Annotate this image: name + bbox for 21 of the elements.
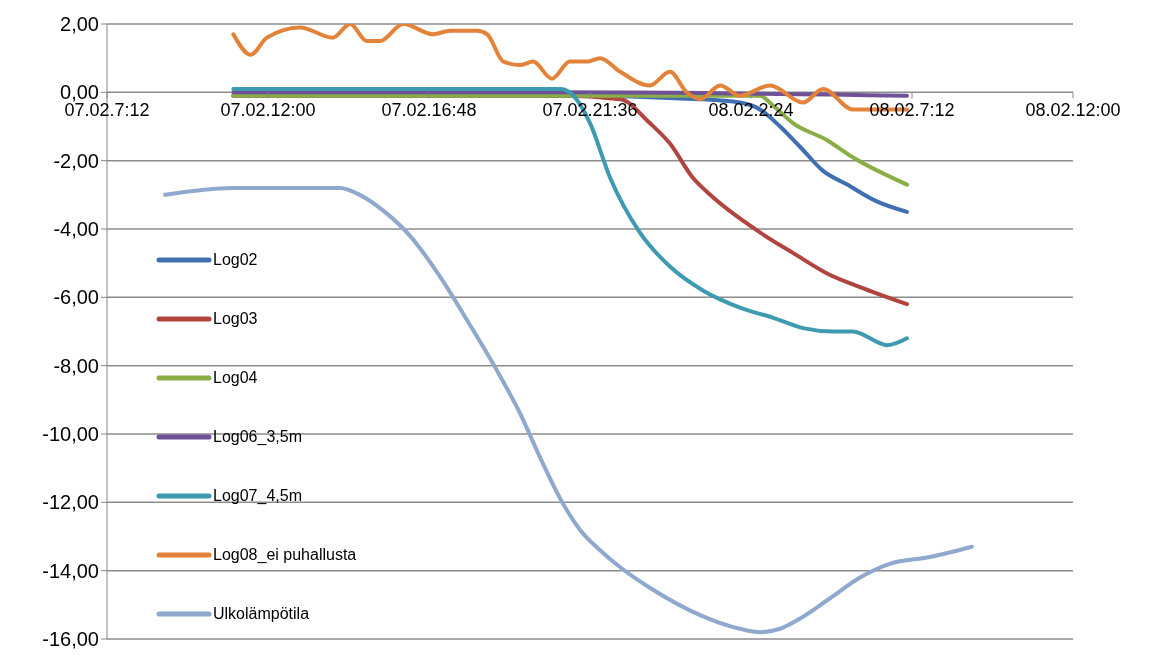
x-tick-label: 08.02.7:12 [869, 100, 955, 121]
y-tick-label: -16,00 [42, 628, 99, 651]
y-tick-label: 0,00 [60, 81, 99, 104]
y-tick-label: -8,00 [53, 354, 99, 377]
legend-label: Log07_4,5m [213, 486, 302, 505]
y-tick-label: -4,00 [53, 218, 99, 241]
y-tick-label: -6,00 [53, 286, 99, 309]
x-tick-label: 07.02.12:00 [220, 100, 316, 121]
x-tick-label: 08.02.12:00 [1025, 100, 1121, 121]
legend-label: Log02 [213, 250, 258, 269]
legend-label: Log03 [213, 309, 258, 328]
legend-label: Log06_3,5m [213, 427, 302, 446]
x-tick-label: 07.02.16:48 [381, 100, 477, 121]
y-tick-label: -14,00 [42, 559, 99, 582]
legend-label: Ulkolämpötila [213, 604, 310, 623]
y-tick-label: -2,00 [53, 149, 99, 172]
y-tick-label: -10,00 [42, 423, 99, 446]
y-tick-label: -12,00 [42, 491, 99, 514]
legend-label: Log08_ei puhallusta [213, 545, 357, 564]
y-tick-label: 2,00 [60, 13, 99, 36]
legend-label: Log04 [213, 368, 258, 387]
